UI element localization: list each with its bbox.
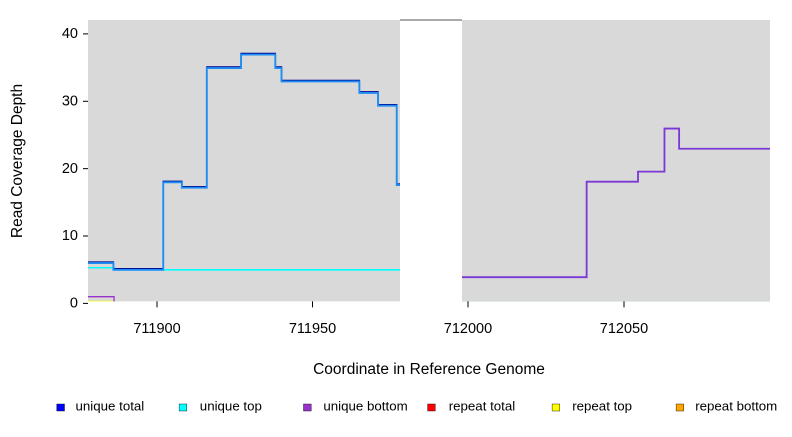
svg-text:repeat total: repeat total	[449, 399, 516, 414]
svg-text:repeat bottom: repeat bottom	[695, 399, 777, 414]
svg-text:40: 40	[62, 26, 78, 42]
svg-text:unique top: unique top	[200, 399, 262, 414]
svg-text:unique total: unique total	[76, 399, 145, 414]
svg-text:10: 10	[62, 228, 78, 244]
svg-text:Read Coverage Depth: Read Coverage Depth	[9, 84, 26, 238]
svg-text:0: 0	[70, 296, 78, 312]
svg-text:30: 30	[62, 93, 78, 109]
svg-text:711950: 711950	[289, 321, 336, 337]
svg-text:20: 20	[62, 161, 78, 177]
svg-text:repeat top: repeat top	[572, 399, 632, 414]
svg-text:Coordinate in Reference Genome: Coordinate in Reference Genome	[313, 361, 545, 378]
svg-text:711900: 711900	[133, 321, 180, 337]
svg-text:712000: 712000	[444, 321, 492, 337]
svg-text:712050: 712050	[600, 321, 648, 337]
svg-text:unique bottom: unique bottom	[323, 399, 407, 414]
